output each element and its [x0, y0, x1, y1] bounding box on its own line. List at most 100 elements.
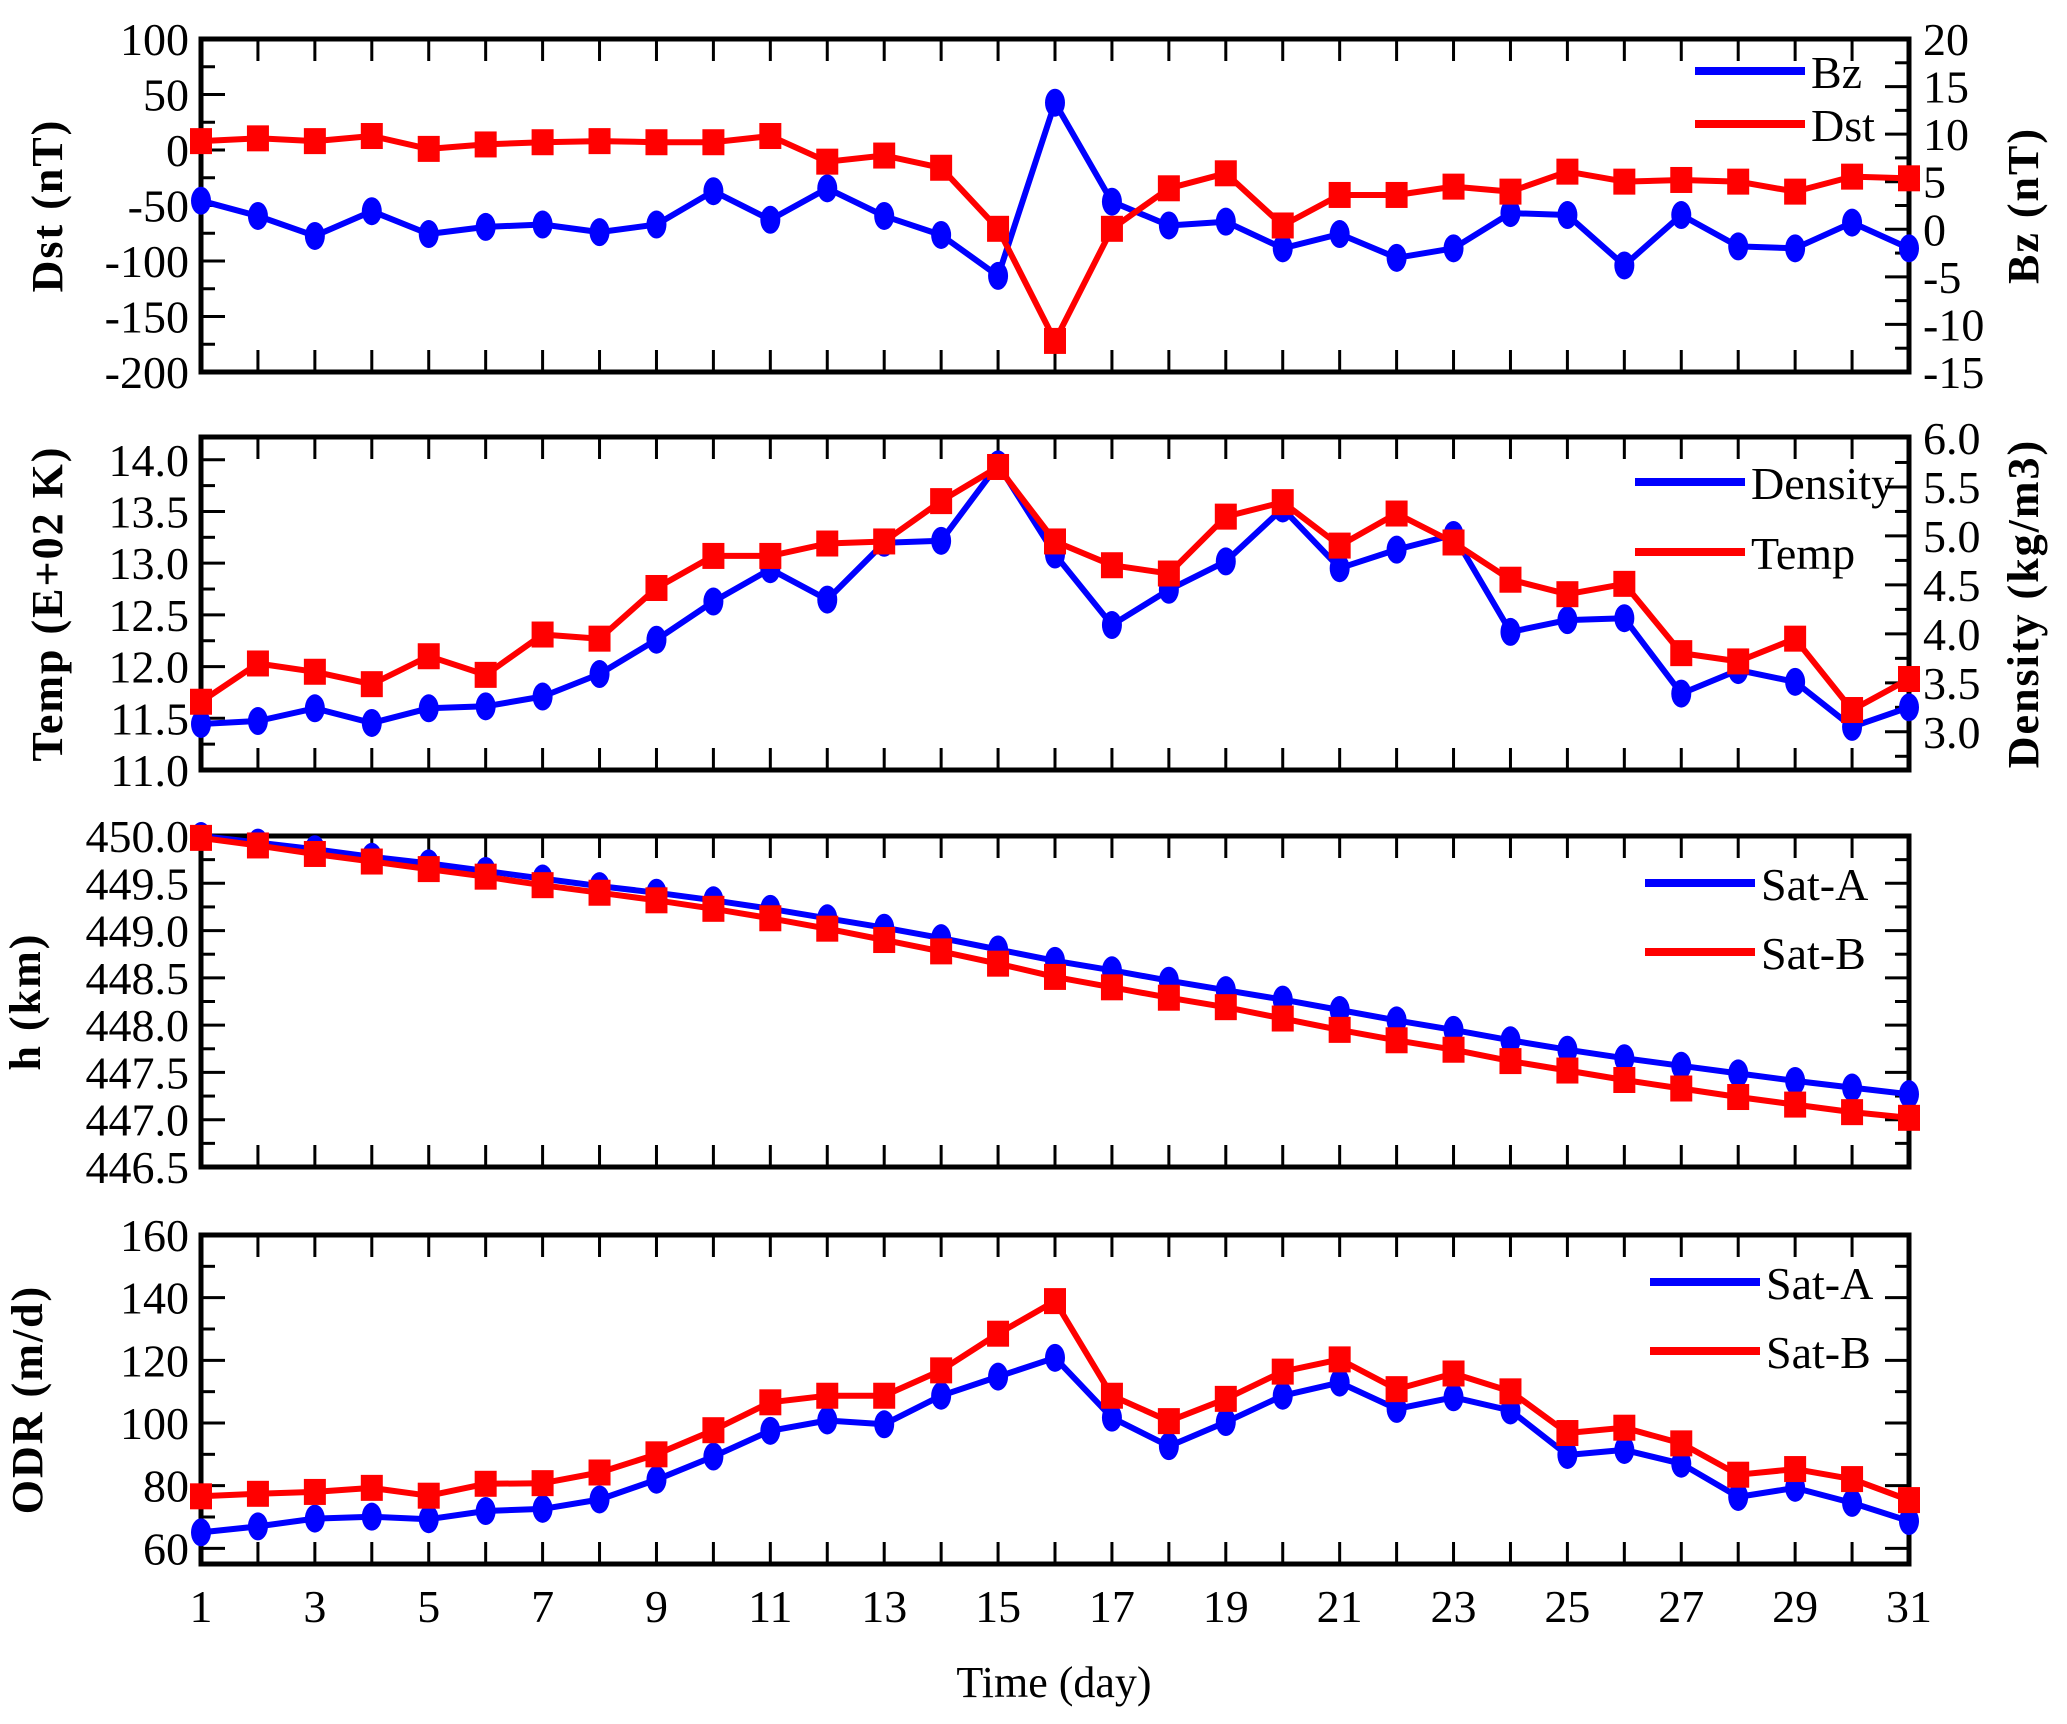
panel-altitude: 450.0449.5449.0448.5448.0447.5447.0446.5… [1, 811, 1920, 1193]
data-point [360, 1474, 383, 1501]
data-point [588, 625, 611, 652]
x-tick-label: 19 [1203, 1581, 1249, 1632]
data-point [873, 142, 896, 169]
panel-temp-density: 14.013.513.012.512.011.511.0 6.05.55.04.5… [23, 413, 2048, 796]
data-point [532, 1494, 553, 1523]
legend-item-sat-b: Sat-B [1650, 1327, 1871, 1378]
x-tick-label: 29 [1772, 1581, 1818, 1632]
y-tick-label-right: -10 [1923, 299, 1984, 350]
data-point [1443, 234, 1464, 263]
data-point [1045, 1343, 1065, 1372]
data-point [1556, 1420, 1579, 1447]
data-point [1500, 1026, 1521, 1055]
data-point [1044, 1288, 1066, 1315]
data-point [1785, 234, 1806, 263]
panel-dst-bz: 100500-50-100-150-20020151050-5-10-15Dst… [23, 14, 2048, 398]
x-axis-title: Time (day) [956, 1658, 1151, 1707]
series-bz [191, 88, 1919, 290]
data-point [247, 707, 268, 736]
series-sat-a [191, 1343, 1919, 1547]
x-tick-label: 5 [417, 1581, 440, 1632]
legend-label: Temp [1751, 528, 1855, 579]
series-density [191, 450, 1919, 741]
data-point [474, 1470, 497, 1497]
data-point [417, 1482, 440, 1509]
data-point [191, 1518, 211, 1547]
y-axis-title-right: Density (kg/m3) [1999, 439, 2048, 768]
data-point [759, 905, 782, 932]
data-point [987, 453, 1010, 480]
y-tick-label-right: 10 [1923, 109, 1969, 160]
x-tick-label: 3 [303, 1581, 326, 1632]
data-point [1271, 212, 1294, 239]
data-point [246, 125, 269, 152]
data-point [1614, 604, 1635, 633]
data-point [247, 1512, 268, 1541]
data-point [1784, 178, 1807, 205]
y-axis-title-left: ODR (m/d) [3, 1285, 52, 1514]
data-point [1728, 1059, 1749, 1088]
legend-label: Bz [1811, 47, 1862, 98]
series-line-sat-a [200, 1354, 1910, 1536]
data-point [1670, 1075, 1693, 1102]
legend-label: Dst [1811, 100, 1875, 151]
data-point [588, 128, 611, 155]
plot-frame [198, 833, 1912, 1170]
data-point [645, 574, 668, 601]
data-point [191, 186, 211, 215]
data-point [1557, 201, 1578, 230]
data-point [645, 887, 668, 914]
data-point [1442, 1036, 1465, 1063]
data-point [1158, 1432, 1179, 1461]
y-tick-label-left: 80 [143, 1461, 189, 1512]
data-point [817, 174, 838, 203]
y-axis-title-right: Bz (nT) [1999, 127, 2048, 284]
data-point [1613, 1066, 1636, 1093]
data-point [874, 201, 895, 230]
y-tick-label-right: 0 [1923, 204, 1946, 255]
data-point [531, 1470, 554, 1497]
data-point [1443, 1383, 1464, 1412]
data-point [1100, 974, 1123, 1001]
plot-frame [198, 434, 1912, 773]
data-point [1671, 679, 1692, 708]
y-tick-label-left: 450.0 [86, 811, 190, 862]
legend-label: Density [1751, 458, 1894, 509]
data-point [475, 1497, 496, 1526]
legend-item-temp: Temp [1635, 528, 1855, 579]
data-point [759, 542, 782, 569]
data-point [816, 915, 839, 942]
data-point [303, 128, 326, 155]
data-point [1385, 1027, 1408, 1054]
data-point [1728, 232, 1749, 261]
x-tick-label: 13 [861, 1581, 907, 1632]
x-axis: Time (day) 1 3 5 7 9 11 13 15 17 19 21 23 25 27 29 31 [190, 1581, 1933, 1707]
data-point [1727, 1461, 1750, 1488]
data-point [931, 1381, 952, 1410]
data-point [1157, 560, 1180, 587]
y-tick-label-left: 140 [120, 1273, 189, 1324]
data-point [361, 1502, 382, 1531]
data-point [1385, 181, 1408, 208]
data-point [1214, 1385, 1237, 1412]
data-point [1841, 163, 1864, 190]
data-point [360, 123, 383, 150]
series-line-sat-b [200, 1298, 1911, 1503]
data-point [1500, 199, 1521, 228]
data-point [760, 205, 781, 234]
y-tick-label-left: 447.5 [86, 1047, 190, 1098]
data-point [1158, 211, 1179, 240]
data-point [1100, 215, 1123, 242]
y-tick-label-left: 100 [120, 1398, 189, 1449]
data-point [1614, 1044, 1635, 1073]
data-point [1385, 1376, 1408, 1403]
data-point [1556, 158, 1579, 185]
data-point [816, 1382, 839, 1409]
y-tick-label-left: 14.0 [109, 435, 190, 486]
data-point [1842, 208, 1863, 237]
data-point [1670, 166, 1693, 193]
data-point [1785, 1066, 1806, 1095]
data-point [1899, 234, 1919, 263]
data-point [1499, 1048, 1522, 1075]
data-point [1841, 697, 1864, 724]
